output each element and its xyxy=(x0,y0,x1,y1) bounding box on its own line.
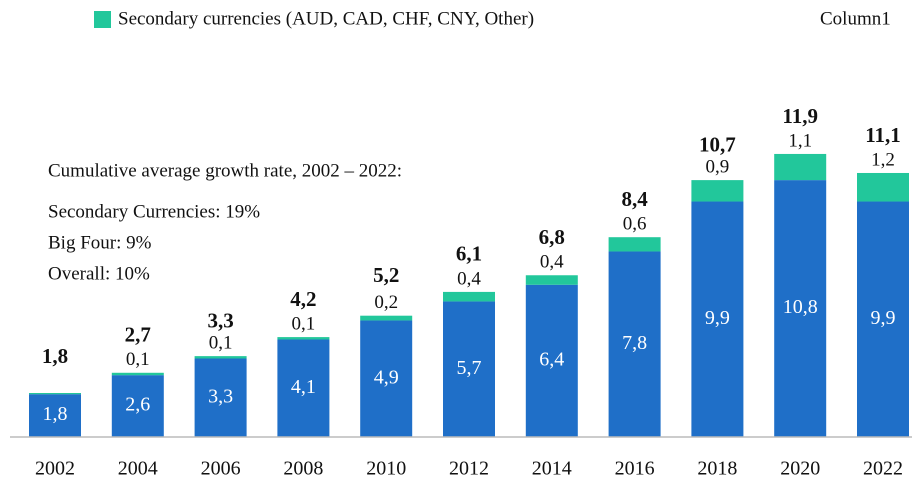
bar-segment xyxy=(608,237,661,252)
data-label: 9,9 xyxy=(705,307,730,329)
data-label: 6,4 xyxy=(539,348,564,370)
annotation: Cumulative average growth rate, 2002 – 2… xyxy=(48,160,402,181)
x-tick-label: 2002 xyxy=(35,458,75,480)
bar-segment xyxy=(194,358,247,437)
x-tick-label: 2008 xyxy=(283,458,323,480)
x-tick-label: 2022 xyxy=(863,458,903,480)
bar-segment xyxy=(443,291,495,302)
data-label: 0,9 xyxy=(706,156,730,177)
bar-segment xyxy=(608,251,661,437)
total-label: 4,2 xyxy=(290,287,316,311)
bar-segment xyxy=(277,337,330,340)
data-label: 7,8 xyxy=(622,332,647,354)
data-label: 4,9 xyxy=(374,366,399,388)
data-label: 1,8 xyxy=(43,403,68,425)
bar-segment xyxy=(774,153,827,181)
bar-segment xyxy=(111,375,164,437)
data-label: 9,9 xyxy=(871,307,896,329)
bar-segment xyxy=(360,320,413,437)
data-label: 0,6 xyxy=(623,214,647,235)
legend-label: Secondary currencies (AUD, CAD, CHF, CNY… xyxy=(118,8,534,29)
total-label: 11,9 xyxy=(782,104,818,128)
annotation: Secondary Currencies: 19% xyxy=(48,201,260,222)
bar-segment xyxy=(360,315,413,321)
total-label: 6,8 xyxy=(539,225,565,249)
total-label: 11,1 xyxy=(865,123,901,147)
total-label: 6,1 xyxy=(456,242,482,266)
total-label: 10,7 xyxy=(699,132,736,156)
bar-segment xyxy=(443,301,495,437)
data-label: 0,1 xyxy=(292,313,316,334)
data-label: 0,1 xyxy=(209,332,233,353)
bar-segment xyxy=(774,180,827,437)
data-label: 1,2 xyxy=(871,149,895,170)
legend-label: Column1 xyxy=(820,8,891,29)
bar-segment xyxy=(29,392,81,395)
data-label: 0,1 xyxy=(126,349,150,370)
total-label: 8,4 xyxy=(621,187,648,211)
total-label: 5,2 xyxy=(373,263,399,287)
total-label: 1,8 xyxy=(42,344,68,368)
bar-segment xyxy=(111,372,164,376)
data-label: 5,7 xyxy=(457,357,482,379)
bar-segment xyxy=(691,180,744,202)
bar-segment xyxy=(277,339,330,437)
x-tick-label: 2004 xyxy=(118,458,158,480)
x-tick-label: 2012 xyxy=(449,458,489,480)
data-label: 0,4 xyxy=(540,252,564,273)
data-label: 0,2 xyxy=(374,292,398,313)
data-label: 4,1 xyxy=(291,376,316,398)
bar-segment xyxy=(194,356,247,359)
bar-segment xyxy=(691,201,744,437)
x-tick-label: 2020 xyxy=(780,458,820,480)
total-label: 3,3 xyxy=(207,308,233,332)
annotation: Big Four: 9% xyxy=(48,232,152,253)
data-label: 10,8 xyxy=(783,296,818,318)
x-tick-label: 2014 xyxy=(532,458,572,480)
bar-segment xyxy=(857,172,909,202)
x-tick-label: 2018 xyxy=(697,458,737,480)
bar-segment xyxy=(525,275,578,285)
data-label: 2,6 xyxy=(125,394,150,416)
x-tick-label: 2016 xyxy=(615,458,655,480)
bar-segment xyxy=(525,284,578,437)
bar-segment xyxy=(857,201,909,437)
x-tick-label: 2010 xyxy=(366,458,406,480)
data-label: 3,3 xyxy=(208,385,233,407)
bar-segment xyxy=(29,394,81,437)
data-label: 1,1 xyxy=(788,130,812,151)
annotation: Overall: 10% xyxy=(48,263,150,284)
legend-swatch xyxy=(94,11,111,28)
data-label: 0,4 xyxy=(457,268,481,289)
total-label: 2,7 xyxy=(125,323,151,347)
x-tick-label: 2006 xyxy=(201,458,241,480)
